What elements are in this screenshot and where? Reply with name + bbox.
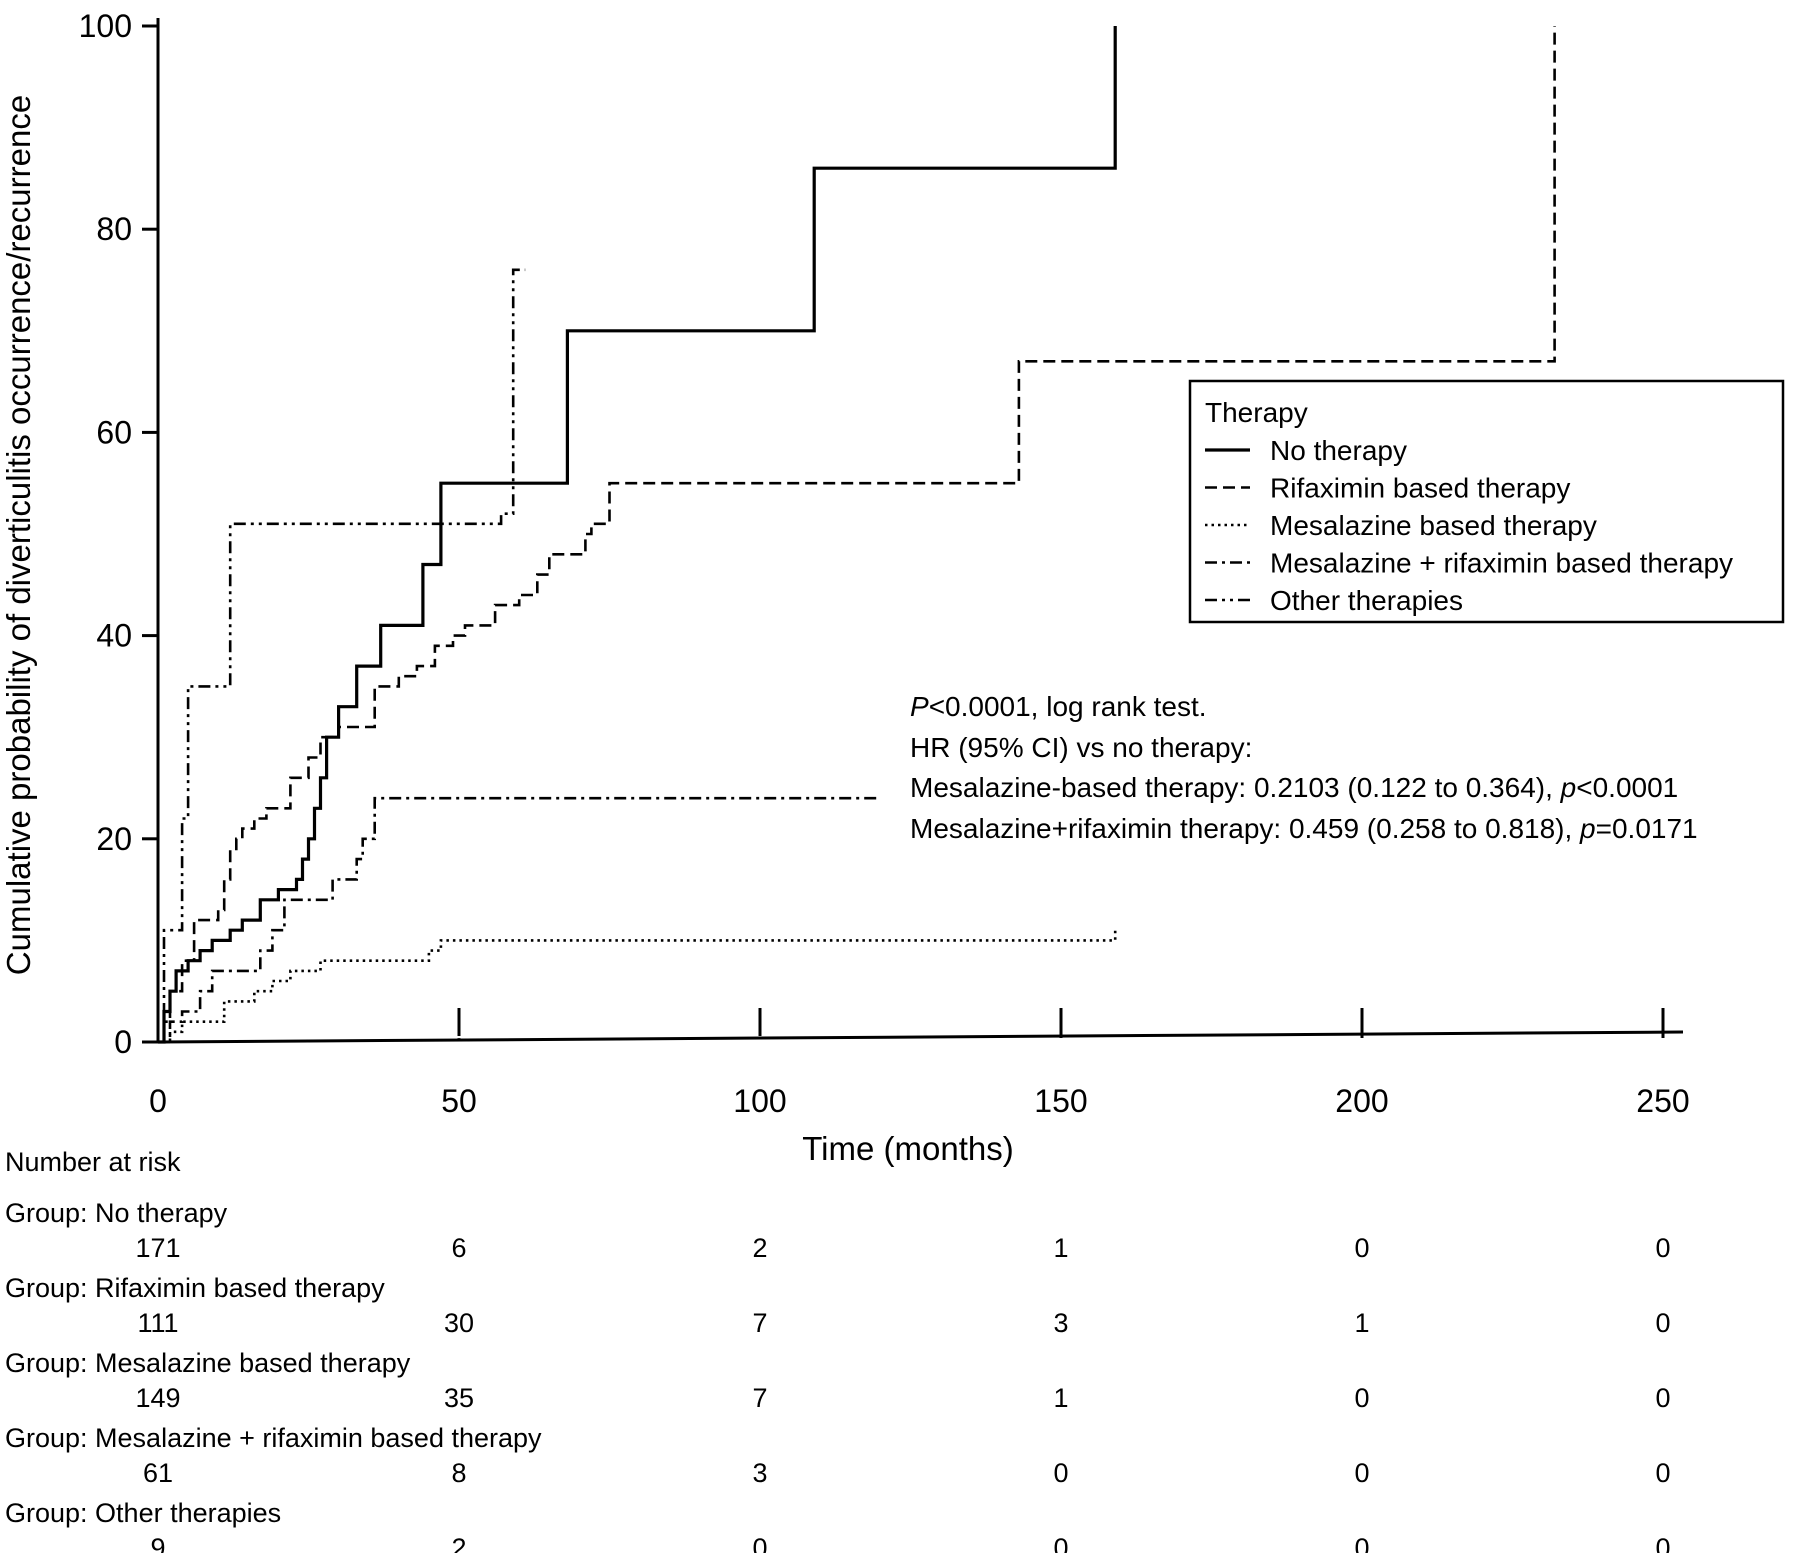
series-line-mesalazine-rifaximin-based-therapy [158, 796, 881, 1044]
legend-box [1188, 379, 1785, 624]
risk-count: 111 [137, 1308, 178, 1338]
risk-count: 1 [1354, 1308, 1369, 1338]
risk-count: 8 [451, 1458, 466, 1488]
risk-count: 0 [1354, 1533, 1369, 1553]
risk-count: 2 [451, 1533, 466, 1553]
risk-count: 1 [1053, 1383, 1068, 1413]
legend-entry-label: Mesalazine based therapy [1270, 510, 1597, 541]
risk-count: 3 [752, 1458, 767, 1488]
risk-count: 149 [135, 1383, 180, 1413]
risk-count: 0 [1655, 1533, 1670, 1553]
risk-count: 9 [150, 1533, 165, 1553]
x-tick-label: 150 [1034, 1083, 1087, 1119]
series-line-no-therapy [158, 26, 1117, 1044]
risk-count: 0 [1053, 1458, 1068, 1488]
y-tick-label: 80 [96, 211, 132, 247]
stat-annotation: Mesalazine+rifaximin therapy: 0.459 (0.2… [910, 813, 1698, 844]
stat-annotation: P<0.0001, log rank test. [910, 691, 1207, 722]
risk-group-label: Group: Mesalazine based therapy [5, 1348, 411, 1378]
risk-count: 0 [1053, 1533, 1068, 1553]
y-tick-label: 40 [96, 618, 132, 654]
series-line-mesalazine-based-therapy [158, 930, 1117, 1044]
y-axis-title: Cumulative probability of diverticulitis… [0, 95, 37, 975]
risk-count: 0 [1655, 1458, 1670, 1488]
risk-count: 0 [752, 1533, 767, 1553]
risk-count: 0 [1354, 1458, 1369, 1488]
risk-count: 171 [135, 1233, 180, 1263]
annotations: P<0.0001, log rank test. HR (95% CI) vs n… [910, 691, 1698, 844]
risk-group-label: Group: No therapy [5, 1198, 228, 1228]
legend: Therapy No therapy Rifaximin based therapy… [1188, 379, 1785, 624]
risk-group-label: Group: Mesalazine + rifaximin based ther… [5, 1423, 542, 1453]
risk-count: 7 [752, 1383, 767, 1413]
survival-curves [158, 26, 1556, 1044]
series-line-other-therapies [158, 268, 526, 1044]
risk-count: 6 [451, 1233, 466, 1263]
legend-title: Therapy [1205, 397, 1308, 428]
risk-count: 0 [1354, 1233, 1369, 1263]
y-tick-label: 20 [96, 821, 132, 857]
risk-count: 0 [1655, 1383, 1670, 1413]
x-tick-label: 200 [1335, 1083, 1388, 1119]
x-axis-line [157, 1030, 1684, 1044]
x-tick-label: 50 [441, 1083, 477, 1119]
y-tick-label: 0 [114, 1024, 132, 1060]
risk-group-label: Group: Rifaximin based therapy [5, 1273, 385, 1303]
legend-entry-label: Rifaximin based therapy [1270, 473, 1570, 504]
risk-count: 0 [1655, 1233, 1670, 1263]
legend-entry-label: No therapy [1270, 435, 1407, 466]
x-tick-label: 100 [733, 1083, 786, 1119]
risk-count: 0 [1655, 1308, 1670, 1338]
risk-table-title: Number at risk [5, 1147, 181, 1177]
x-tick-label: 250 [1636, 1083, 1689, 1119]
y-tick-label: 60 [96, 414, 132, 450]
risk-count: 1 [1053, 1233, 1068, 1263]
legend-entry-label: Other therapies [1270, 585, 1463, 616]
legend-entry-label: Mesalazine + rifaximin based therapy [1270, 548, 1733, 579]
risk-count: 35 [444, 1383, 474, 1413]
risk-count: 7 [752, 1308, 767, 1338]
x-axis-title: Time (months) [802, 1130, 1013, 1167]
risk-count: 3 [1053, 1308, 1068, 1338]
risk-count: 30 [444, 1308, 474, 1338]
axes: 0 20 40 60 80 100 0 50 100 150 200 250 Time (months)… [0, 8, 1690, 1167]
risk-group-label: Group: Other therapies [5, 1498, 281, 1528]
risk-count: 0 [1354, 1383, 1369, 1413]
risk-count: 61 [143, 1458, 173, 1488]
stat-annotation: Mesalazine-based therapy: 0.2103 (0.122 … [910, 772, 1678, 803]
y-tick-label: 100 [79, 8, 132, 44]
stat-annotation: HR (95% CI) vs no therapy: [910, 732, 1252, 763]
x-tick-label: 0 [149, 1083, 167, 1119]
series-line-rifaximin-based-therapy [158, 26, 1556, 1044]
risk-count: 2 [752, 1233, 767, 1263]
